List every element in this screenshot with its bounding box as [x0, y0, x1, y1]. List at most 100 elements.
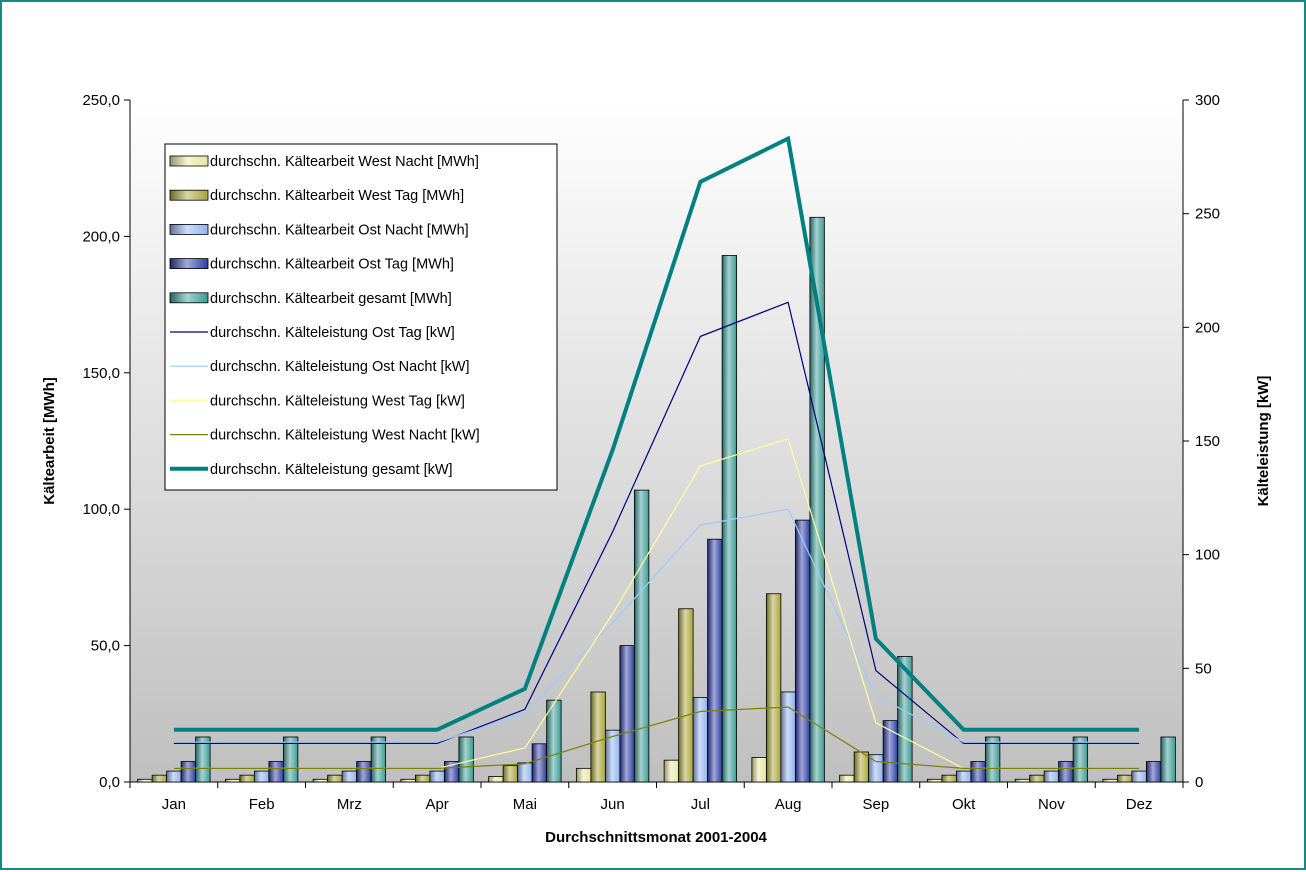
series-line — [173, 508, 1140, 743]
x-tick-label: Jun — [601, 796, 625, 813]
legend-label: durchschn. Kältearbeit Ost Nacht [MWh] — [210, 222, 469, 238]
bar — [137, 778, 153, 783]
bar-layer — [137, 216, 1176, 783]
bar — [707, 538, 723, 783]
bar — [1014, 778, 1031, 783]
bar — [400, 778, 416, 783]
y-axis-title: Kältearbeit [MWh] — [41, 377, 58, 505]
bar — [268, 761, 284, 783]
bar — [312, 778, 329, 783]
legend-label: durchschn. Kälteleistung West Nacht [kW] — [210, 428, 480, 444]
bar — [488, 776, 504, 783]
legend-label: durchschn. Kältearbeit West Nacht [MWh] — [210, 154, 479, 170]
series-line — [173, 301, 1140, 745]
y-tick-label: 250,0 — [82, 92, 120, 109]
legend-label: durchschn. Kältearbeit West Tag [MWh] — [210, 188, 464, 204]
bar — [253, 770, 270, 783]
legend-label: durchschn. Kältearbeit Ost Tag [MWh] — [210, 257, 454, 273]
legend-swatch — [169, 189, 209, 201]
bar — [678, 608, 694, 783]
series-line — [173, 706, 1140, 770]
x-tick-label: Nov — [1038, 796, 1065, 813]
bar — [458, 736, 474, 783]
x-tick-label: Mai — [513, 796, 537, 813]
bar — [839, 774, 855, 783]
bar — [794, 519, 811, 783]
legend: durchschn. Kältearbeit West Nacht [MWh] d… — [164, 143, 558, 491]
y2-tick-label: 0 — [1195, 774, 1203, 791]
bar — [765, 593, 782, 783]
bar — [517, 762, 533, 783]
bar — [970, 761, 986, 783]
legend-box — [164, 143, 558, 491]
x-tick-label: Dez — [1126, 796, 1153, 813]
x-tick-label: Jan — [162, 796, 186, 813]
bar — [1116, 774, 1133, 783]
bar — [370, 736, 387, 783]
bar — [1131, 770, 1147, 783]
legend-swatch — [169, 155, 209, 167]
x-tick-label: Sep — [863, 796, 890, 813]
y-tick-label: 200,0 — [82, 228, 120, 245]
bar — [692, 697, 709, 783]
legend-label: durchschn. Kälteleistung gesamt [kW] — [210, 462, 453, 478]
y2-tick-label: 300 — [1195, 92, 1220, 109]
bar — [926, 778, 943, 783]
bar — [166, 770, 182, 783]
legend-swatch — [169, 258, 209, 270]
legend-label: durchschn. Kältearbeit gesamt [MWh] — [210, 291, 452, 307]
bar — [1160, 736, 1176, 783]
x-tick-label: Jul — [691, 796, 710, 813]
bar — [984, 736, 1001, 783]
bar — [1043, 770, 1060, 783]
y2-tick-label: 50 — [1195, 660, 1212, 677]
x-tick-label: Mrz — [337, 796, 362, 813]
y2-tick-label: 150 — [1195, 433, 1220, 450]
x-axis-title: Durchschnittsmonat 2001-2004 — [545, 829, 767, 846]
bar — [180, 761, 197, 783]
bar — [897, 656, 913, 783]
bar — [751, 757, 767, 783]
bar — [1072, 736, 1089, 783]
bar — [224, 778, 241, 783]
bar — [414, 774, 431, 783]
x-tick-label: Feb — [249, 796, 275, 813]
bar — [327, 774, 343, 783]
bar — [531, 743, 548, 783]
y2-tick-label: 100 — [1195, 547, 1220, 564]
legend-label: durchschn. Kälteleistung Ost Tag [kW] — [210, 325, 455, 341]
bar — [1029, 774, 1045, 783]
bar — [502, 765, 519, 783]
legend-swatch — [169, 223, 209, 235]
series-line — [173, 135, 1140, 732]
axes: 0,0 50,0 100,0 150,0 200,0 250,0 0 50 100 150 200 2… — [82, 92, 1220, 813]
line-layer — [173, 135, 1140, 770]
x-tick-label: Apr — [425, 796, 448, 813]
x-tick-label: Okt — [952, 796, 976, 813]
bar — [356, 761, 372, 783]
y-tick-label: 100,0 — [82, 501, 120, 518]
bar — [663, 759, 680, 783]
bar — [1058, 761, 1074, 783]
y2-axis-title: Kälteleistung [kW] — [1255, 376, 1272, 507]
legend-swatch — [169, 292, 209, 304]
y-tick-label: 150,0 — [82, 365, 120, 382]
bar — [853, 751, 870, 783]
y-tick-label: 50,0 — [91, 638, 120, 655]
bar — [1145, 761, 1162, 783]
legend-label: durchschn. Kälteleistung Ost Nacht [kW] — [210, 359, 470, 375]
bar — [195, 736, 211, 783]
bar — [282, 736, 299, 783]
bar — [809, 216, 825, 783]
bar — [633, 489, 650, 783]
bar — [239, 774, 255, 783]
bar — [151, 774, 168, 783]
bar — [941, 774, 957, 783]
bar — [955, 770, 972, 783]
bar — [575, 767, 592, 783]
bar — [619, 645, 635, 783]
bar — [780, 691, 796, 783]
bar — [590, 691, 606, 783]
bar — [341, 770, 358, 783]
